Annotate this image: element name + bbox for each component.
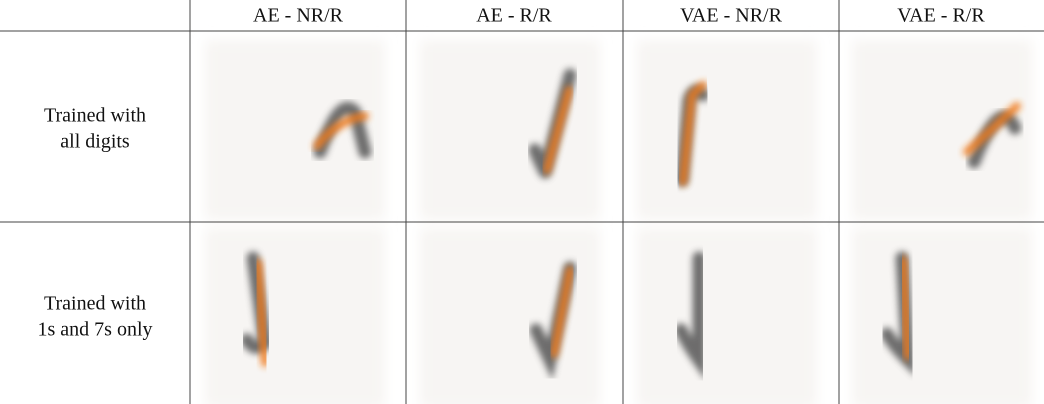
digit-image [420, 228, 600, 404]
image-background [420, 228, 600, 404]
digit-image [205, 228, 385, 404]
target-stroke [679, 81, 707, 186]
image-background [420, 40, 600, 220]
digit-image [852, 228, 1032, 404]
row-label: 1s and 7s only [38, 319, 153, 341]
column-header: AE - R/R [476, 5, 552, 27]
image-background [852, 228, 1032, 404]
target-stroke [550, 266, 574, 358]
image-background [637, 228, 817, 404]
image-cells [205, 40, 1032, 404]
digit-image [205, 40, 385, 220]
row-label: Trained with [44, 105, 146, 127]
target-stroke [254, 259, 269, 367]
target-stroke [963, 102, 1021, 156]
column-header: VAE - NR/R [680, 5, 783, 27]
target-stroke [543, 86, 573, 174]
row-label: all digits [60, 131, 130, 153]
row-label: Trained with [44, 293, 146, 315]
image-background [852, 40, 1032, 220]
reconstruction-stroke [674, 251, 706, 381]
target-stroke [899, 256, 912, 360]
image-background [637, 40, 817, 220]
target-stroke [313, 112, 369, 150]
image-background [205, 228, 385, 404]
reconstruction-stroke [529, 261, 577, 381]
column-header: AE - NR/R [253, 5, 344, 27]
column-header: VAE - R/R [897, 5, 985, 27]
digit-image [637, 40, 817, 220]
digit-image [637, 228, 817, 404]
digit-image [420, 40, 600, 220]
digit-image [852, 40, 1032, 220]
